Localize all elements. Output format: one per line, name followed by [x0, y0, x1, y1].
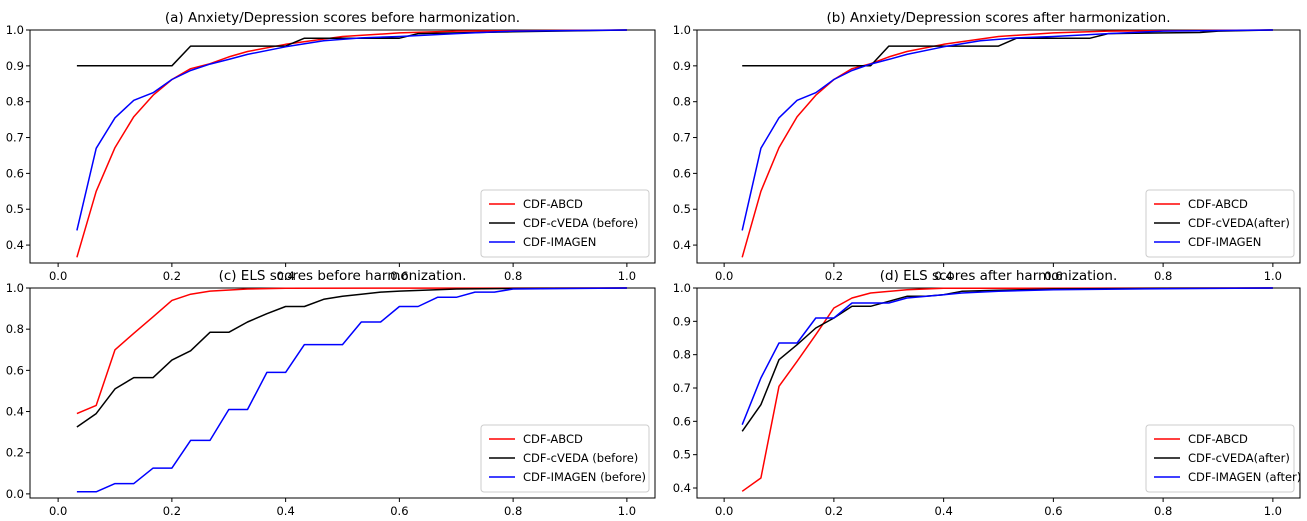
x-tick-label: 0.6 [1044, 269, 1062, 283]
legend-label: CDF-cVEDA(after) [1188, 216, 1290, 230]
x-tick-label: 0.0 [49, 504, 67, 518]
x-tick-label: 0.2 [825, 504, 843, 518]
y-tick-label: 0.9 [673, 314, 691, 328]
x-tick-label: 0.0 [715, 504, 733, 518]
chart-panel-2: (b) Anxiety/Depression scores after harm… [673, 10, 1301, 283]
y-tick-label: 0.4 [6, 238, 24, 252]
legend-label: CDF-cVEDA(after) [1188, 451, 1290, 465]
series-line-1 [741, 287, 1273, 492]
x-tick-label: 0.4 [934, 504, 952, 518]
x-tick-label: 0.8 [504, 269, 522, 283]
legend: CDF-ABCD CDF-cVEDA(after) CDF-IMAGEN [1145, 189, 1295, 258]
y-tick-label: 0.8 [6, 95, 24, 109]
y-tick-label: 0.4 [673, 238, 691, 252]
series-line-3 [76, 287, 627, 493]
series-line-2 [742, 29, 1273, 67]
x-tick-label: 0.0 [715, 269, 733, 283]
y-tick-label: 0.6 [673, 414, 691, 428]
legend-label: CDF-ABCD [1188, 197, 1248, 211]
y-tick-label: 0.7 [673, 381, 691, 395]
chart-panel-1: (a) Anxiety/Depression scores before har… [6, 10, 656, 283]
legend-box [1145, 424, 1295, 493]
legend-label: CDF-cVEDA (before) [523, 451, 638, 465]
legend-box [1145, 189, 1295, 258]
y-tick-label: 0.6 [673, 166, 691, 180]
chart-panel-4: (d) ELS scores after harmonization. 0.0 0.… [673, 268, 1302, 518]
legend-label: CDF-ABCD [1188, 432, 1248, 446]
x-tick-label: 1.0 [1264, 504, 1282, 518]
legend-label: CDF-ABCD [523, 432, 583, 446]
y-tick-label: 0.7 [673, 131, 691, 145]
y-tick-label: 1.0 [673, 281, 691, 295]
series-line-2 [76, 287, 627, 428]
x-tick-label: 0.2 [825, 269, 843, 283]
y-tick-label: 0.8 [673, 348, 691, 362]
x-tick-label: 0.6 [390, 504, 408, 518]
series-line-2 [741, 287, 1273, 432]
legend-label: CDF-cVEDA (before) [523, 216, 638, 230]
y-tick-label: 0.8 [6, 322, 24, 336]
y-tick-label: 0.5 [673, 202, 691, 216]
legend-label: CDF-IMAGEN [523, 235, 596, 249]
legend-box [480, 189, 650, 258]
legend-box [480, 424, 650, 493]
x-tick-label: 0.8 [1154, 504, 1172, 518]
chart-panel-3: (c) ELS scores before harmonization. 0.0 0… [6, 268, 656, 518]
legend: CDF-ABCD CDF-cVEDA (before) CDF-IMAGEN (be… [480, 424, 650, 493]
legend: CDF-ABCD CDF-cVEDA(after) CDF-IMAGEN (afte… [1145, 424, 1301, 493]
legend-label: CDF-IMAGEN (before) [523, 470, 646, 484]
axes-frame [29, 29, 656, 264]
x-tick-label: 0.6 [390, 269, 408, 283]
series-line-1 [741, 29, 1273, 258]
series-line-1 [76, 287, 627, 415]
y-tick-label: 1.0 [6, 23, 24, 37]
y-tick-label: 0.8 [673, 95, 691, 109]
y-tick-label: 0.4 [673, 481, 691, 495]
series-line-1 [76, 29, 627, 258]
legend: CDF-ABCD CDF-cVEDA (before) CDF-IMAGEN [480, 189, 650, 258]
x-tick-label: 0.8 [504, 504, 522, 518]
x-tick-label: 1.0 [618, 269, 636, 283]
y-tick-label: 0.9 [6, 59, 24, 73]
x-tick-label: 1.0 [618, 504, 636, 518]
y-tick-label: 0.9 [673, 59, 691, 73]
y-tick-label: 0.6 [6, 166, 24, 180]
chart-title: (c) ELS scores before harmonization. [219, 268, 467, 284]
x-tick-label: 0.2 [163, 504, 181, 518]
series-line-3 [741, 29, 1273, 231]
legend-label: CDF-IMAGEN (after) [1188, 470, 1301, 484]
chart-title: (d) ELS scores after harmonization. [880, 268, 1118, 284]
x-tick-label: 0.0 [49, 269, 67, 283]
x-tick-label: 0.4 [276, 504, 294, 518]
series-line-3 [741, 287, 1273, 425]
legend-label: CDF-ABCD [523, 197, 583, 211]
x-tick-label: 0.2 [163, 269, 181, 283]
y-tick-label: 0.4 [6, 405, 24, 419]
y-tick-label: 0.2 [6, 446, 24, 460]
axes-frame [696, 29, 1301, 264]
y-tick-label: 0.5 [673, 448, 691, 462]
x-tick-label: 0.8 [1154, 269, 1172, 283]
chart-title: (b) Anxiety/Depression scores after harm… [826, 10, 1170, 26]
x-tick-label: 0.4 [934, 269, 952, 283]
y-tick-label: 1.0 [6, 281, 24, 295]
chart-title: (a) Anxiety/Depression scores before har… [165, 10, 520, 26]
x-tick-label: 0.4 [276, 269, 294, 283]
legend-label: CDF-IMAGEN [1188, 235, 1261, 249]
y-tick-label: 1.0 [673, 23, 691, 37]
x-tick-label: 0.6 [1044, 504, 1062, 518]
y-tick-label: 0.6 [6, 363, 24, 377]
y-tick-label: 0.7 [6, 131, 24, 145]
y-tick-label: 0.5 [6, 202, 24, 216]
y-tick-label: 0.0 [6, 487, 24, 501]
x-tick-label: 1.0 [1264, 269, 1282, 283]
series-line-3 [76, 29, 627, 231]
